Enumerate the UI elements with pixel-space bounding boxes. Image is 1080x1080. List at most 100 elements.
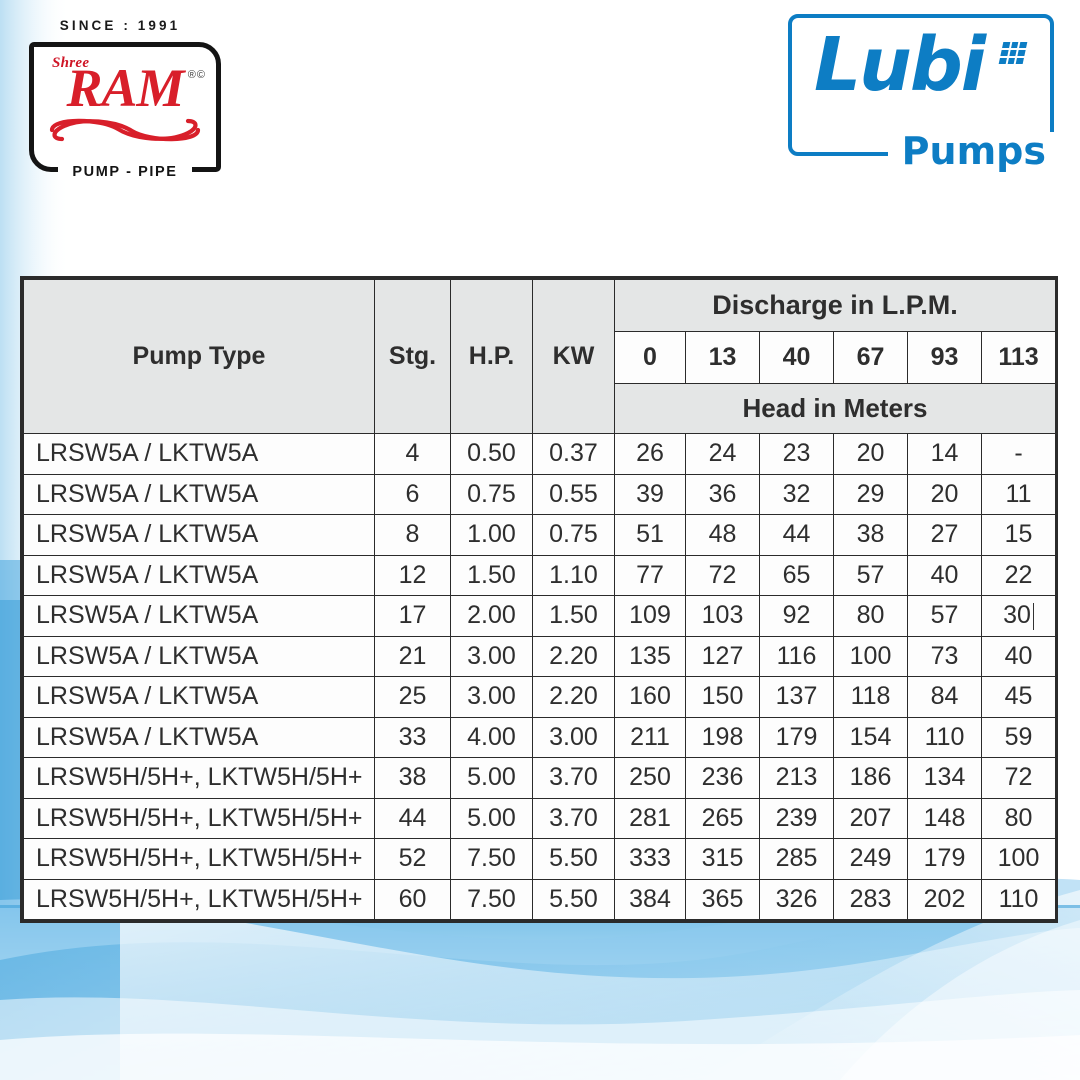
cell-head-40: 116	[759, 635, 834, 677]
shree-ram-logo: SINCE : 1991 Shree RAM ®© PUMP - PIPE	[22, 18, 221, 180]
lubi-grid-dot-icon	[998, 42, 1028, 64]
table-row: LRSW5A / LKTW5A 33 4.00 3.00 211 198 179 154 110…	[23, 716, 1057, 758]
cell-head-67: 186	[833, 757, 908, 799]
table-row: LRSW5A / LKTW5A 17 2.00 1.50 109 103 92 80 57 30	[23, 595, 1057, 637]
header-row-head: Head in Meters	[24, 383, 1057, 434]
cell-head-13: 198	[685, 716, 760, 758]
cell-stg: 52	[374, 838, 451, 880]
cell-stg: 60	[374, 878, 451, 920]
table-row: LRSW5A / LKTW5A 12 1.50 1.10 77 72 65 57 40 22	[23, 554, 1057, 596]
header-row-top: Pump Type Stg. H.P. KW Discharge in L.P.…	[23, 279, 1057, 434]
ram-swirl-icon	[49, 118, 201, 142]
cell-head-113: 11	[980, 473, 1057, 515]
table-row: LRSW5A / LKTW5A 4 0.50 0.37 26 24 23 20 14-	[23, 433, 1057, 475]
cell-head-113: 110	[980, 878, 1057, 920]
cell-stg: 21	[374, 635, 451, 677]
since-label: SINCE : 1991	[59, 18, 181, 33]
discharge-point-93: 93	[907, 331, 982, 384]
cell-head-113: 45	[980, 676, 1057, 718]
cell-pump-type: LRSW5A / LKTW5A	[23, 676, 375, 718]
cell-hp: 0.75	[450, 473, 533, 515]
cell-head-67: 283	[833, 878, 908, 920]
cell-head-93: 27	[907, 514, 982, 556]
cell-head-0: 39	[614, 473, 686, 515]
header-pump-type: Pump Type	[23, 279, 375, 434]
cell-head-113: 59	[980, 716, 1057, 758]
cell-head-67: 38	[833, 514, 908, 556]
cell-pump-type: LRSW5A / LKTW5A	[23, 716, 375, 758]
cell-head-13: 103	[685, 595, 760, 637]
header-row-discharge-values: 0 13 40 67 93 113	[24, 331, 1057, 384]
cell-head-40: 137	[759, 676, 834, 718]
cell-kw: 0.37	[532, 433, 615, 475]
cell-head-113: 22	[980, 554, 1057, 596]
cell-head-13: 236	[685, 757, 760, 799]
table-header: Pump Type Stg. H.P. KW Discharge in L.P.…	[23, 279, 1057, 434]
cell-head-0: 281	[614, 797, 686, 839]
cell-head-0: 109	[614, 595, 686, 637]
cell-head-40: 44	[759, 514, 834, 556]
cell-kw: 0.55	[532, 473, 615, 515]
cell-head-93: 202	[907, 878, 982, 920]
header-head-in-meters: Head in Meters	[613, 383, 1057, 434]
discharge-point-0: 0	[614, 331, 686, 384]
table-row: LRSW5A / LKTW5A 6 0.75 0.55 39 36 32 29 20 11	[23, 473, 1057, 515]
cell-head-0: 250	[614, 757, 686, 799]
cell-head-0: 160	[614, 676, 686, 718]
cell-head-67: 154	[833, 716, 908, 758]
cell-kw: 3.00	[532, 716, 615, 758]
cell-kw: 2.20	[532, 676, 615, 718]
cell-head-113: 80	[980, 797, 1057, 839]
cell-head-0: 51	[614, 514, 686, 556]
cell-head-0: 211	[614, 716, 686, 758]
cell-head-67: 207	[833, 797, 908, 839]
cell-kw: 3.70	[532, 757, 615, 799]
header-kw: KW	[532, 279, 615, 434]
header-band: SINCE : 1991 Shree RAM ®© PUMP - PIPE Lu…	[0, 0, 1080, 196]
cell-head-40: 32	[759, 473, 834, 515]
cell-hp: 3.00	[450, 676, 533, 718]
cell-head-113: 30	[980, 595, 1057, 637]
cell-head-40: 92	[759, 595, 834, 637]
table-body: LRSW5A / LKTW5A 4 0.50 0.37 26 24 23 20 14- LRSW5…	[23, 433, 1057, 920]
cell-head-40: 23	[759, 433, 834, 475]
cell-head-93: 73	[907, 635, 982, 677]
table-row: LRSW5H/5H+, LKTW5H/5H+ 52 7.50 5.50 333 315 28…	[23, 838, 1057, 880]
cell-head-93: 148	[907, 797, 982, 839]
cell-head-67: 57	[833, 554, 908, 596]
cell-pump-type: LRSW5A / LKTW5A	[23, 433, 375, 475]
cell-head-40: 213	[759, 757, 834, 799]
pump-specification-table: Pump Type Stg. H.P. KW Discharge in L.P.…	[20, 276, 1058, 923]
header-stg: Stg.	[374, 279, 451, 434]
header-hp: H.P.	[450, 279, 533, 434]
cell-head-93: 20	[907, 473, 982, 515]
cell-head-13: 36	[685, 473, 760, 515]
cell-head-40: 326	[759, 878, 834, 920]
cell-pump-type: LRSW5H/5H+, LKTW5H/5H+	[23, 878, 375, 920]
cell-head-0: 384	[614, 878, 686, 920]
cell-head-40: 239	[759, 797, 834, 839]
cell-hp: 7.50	[450, 878, 533, 920]
registered-copyright-mark: ®©	[187, 69, 206, 81]
cell-head-13: 48	[685, 514, 760, 556]
cell-hp: 1.00	[450, 514, 533, 556]
cell-kw: 5.50	[532, 878, 615, 920]
cell-head-93: 179	[907, 838, 982, 880]
cell-head-13: 265	[685, 797, 760, 839]
cell-head-13: 72	[685, 554, 760, 596]
pump-pipe-tagline: PUMP - PIPE	[58, 164, 192, 180]
cell-head-13: 315	[685, 838, 760, 880]
cell-kw: 1.50	[532, 595, 615, 637]
cell-head-40: 285	[759, 838, 834, 880]
discharge-point-13: 13	[685, 331, 760, 384]
cell-head-93: 14	[907, 433, 982, 475]
shree-text: Shree	[52, 55, 90, 71]
discharge-point-40: 40	[759, 331, 834, 384]
cell-head-93: 40	[907, 554, 982, 596]
cell-hp: 0.50	[450, 433, 533, 475]
cell-pump-type: LRSW5H/5H+, LKTW5H/5H+	[23, 797, 375, 839]
cell-head-67: 249	[833, 838, 908, 880]
cell-hp: 4.00	[450, 716, 533, 758]
header-discharge: Discharge in L.P.M.	[613, 279, 1057, 332]
